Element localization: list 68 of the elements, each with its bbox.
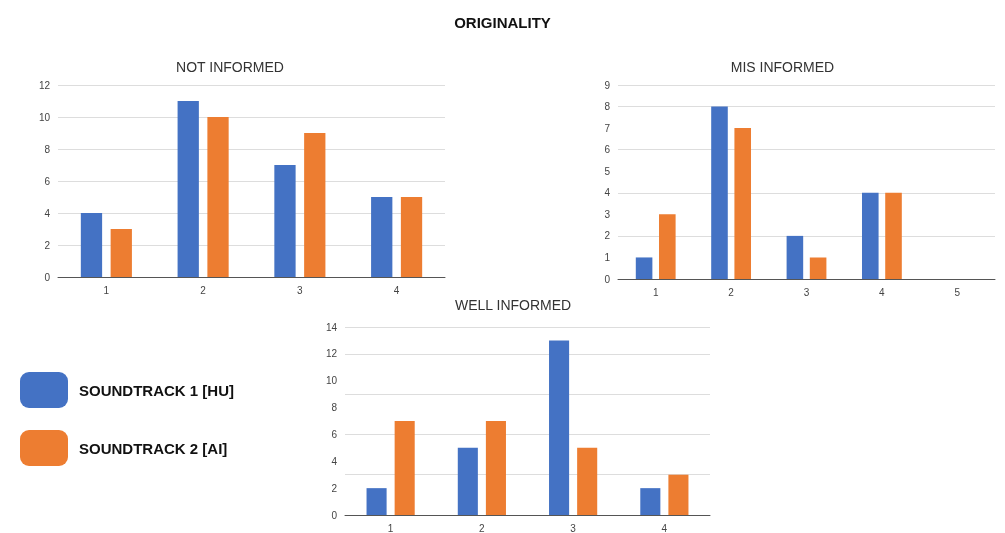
bar bbox=[809, 257, 827, 279]
chart-title: NOT INFORMED bbox=[176, 59, 284, 75]
chart-title: WELL INFORMED bbox=[455, 297, 572, 313]
y-tick-label: 8 bbox=[331, 402, 338, 414]
x-tick-label: 2 bbox=[728, 286, 735, 298]
bar bbox=[635, 257, 653, 279]
y-tick-label: 2 bbox=[331, 482, 338, 494]
bar bbox=[274, 165, 296, 277]
text: ORIGINALITY bbox=[454, 14, 551, 31]
y-tick-label: 14 bbox=[325, 321, 338, 333]
bar bbox=[549, 340, 570, 515]
bar bbox=[207, 117, 229, 277]
y-tick-label: 2 bbox=[44, 239, 51, 251]
bar bbox=[304, 133, 326, 277]
y-tick-label: 6 bbox=[331, 428, 338, 440]
bar bbox=[110, 229, 132, 277]
y-tick-label: 1 bbox=[604, 251, 611, 263]
x-tick-label: 2 bbox=[200, 284, 207, 296]
y-tick-label: 4 bbox=[44, 207, 51, 219]
y-tick-label: 0 bbox=[604, 273, 611, 285]
x-tick-label: 5 bbox=[954, 286, 961, 298]
bar bbox=[668, 474, 689, 515]
y-tick-label: 0 bbox=[331, 509, 338, 521]
y-tick-label: 8 bbox=[44, 143, 51, 155]
y-tick-label: 3 bbox=[604, 208, 611, 220]
bar bbox=[394, 421, 415, 515]
bar bbox=[885, 192, 902, 279]
x-tick-label: 1 bbox=[652, 286, 659, 298]
bar bbox=[80, 213, 103, 277]
y-tick-label: 0 bbox=[44, 271, 51, 283]
x-tick-label: 4 bbox=[879, 286, 886, 298]
y-tick-label: 12 bbox=[38, 79, 51, 91]
y-tick-label: 4 bbox=[604, 187, 611, 199]
bar bbox=[400, 197, 423, 277]
y-tick-label: 5 bbox=[604, 165, 611, 177]
bar bbox=[485, 421, 506, 515]
x-tick-label: 2 bbox=[479, 522, 486, 533]
legend-label: SOUNDTRACK 2 [AI] bbox=[79, 439, 228, 457]
y-tick-label: 7 bbox=[604, 122, 611, 134]
x-tick-label: 3 bbox=[803, 286, 810, 298]
bar bbox=[659, 214, 676, 279]
y-tick-label: 2 bbox=[604, 230, 611, 242]
chart-title: MIS INFORMED bbox=[730, 59, 835, 75]
y-tick-label: 12 bbox=[325, 348, 338, 360]
x-tick-label: 1 bbox=[103, 284, 110, 296]
y-tick-label: 6 bbox=[44, 175, 51, 187]
bar bbox=[711, 106, 728, 279]
x-tick-label: 4 bbox=[393, 284, 400, 296]
bar bbox=[371, 197, 393, 277]
bar bbox=[861, 192, 879, 279]
y-tick-label: 10 bbox=[325, 375, 338, 387]
y-tick-label: 10 bbox=[38, 111, 51, 123]
bar bbox=[577, 447, 598, 515]
y-tick-label: 4 bbox=[331, 455, 338, 467]
y-tick-label: 8 bbox=[604, 101, 611, 113]
bar bbox=[640, 488, 661, 515]
x-tick-label: 3 bbox=[297, 284, 304, 296]
x-tick-label: 4 bbox=[661, 522, 668, 533]
y-tick-label: 6 bbox=[604, 144, 611, 156]
x-tick-label: 3 bbox=[570, 522, 577, 533]
y-tick-label: 9 bbox=[604, 79, 611, 91]
x-tick-label: 1 bbox=[387, 522, 394, 533]
bar bbox=[457, 447, 478, 515]
bar bbox=[786, 235, 804, 279]
bar bbox=[177, 101, 199, 277]
legend-label: SOUNDTRACK 1 [HU] bbox=[79, 381, 234, 399]
bar bbox=[366, 488, 387, 515]
bar bbox=[734, 128, 752, 279]
